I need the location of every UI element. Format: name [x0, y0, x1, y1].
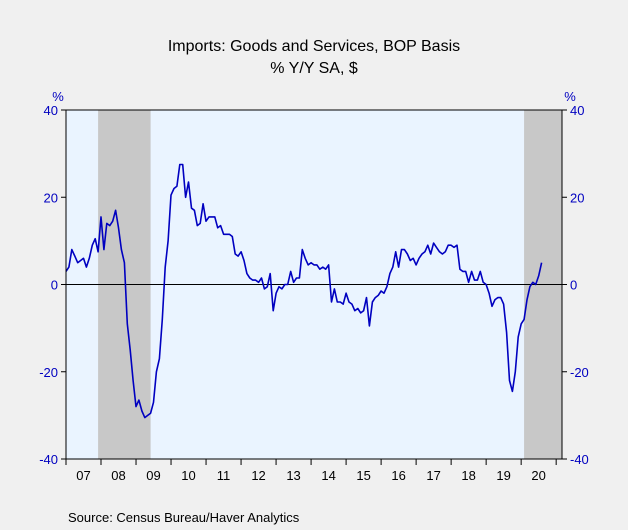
x-tick-label: 08	[111, 468, 125, 483]
y-unit-left: %	[52, 89, 64, 104]
y-unit-right: %	[564, 89, 576, 104]
x-tick-label: 11	[217, 468, 231, 483]
y-tick-label-right: 20	[570, 190, 584, 205]
x-tick-label: 12	[251, 468, 265, 483]
x-tick-label: 18	[461, 468, 475, 483]
y-tick-label-right: 40	[570, 103, 584, 118]
x-tick-label: 16	[391, 468, 405, 483]
x-tick-label: 13	[286, 468, 300, 483]
x-tick-label: 19	[496, 468, 510, 483]
y-tick-label-left: -40	[39, 452, 58, 467]
y-tick-label-left: -20	[39, 365, 58, 380]
x-tick-label: 09	[146, 468, 160, 483]
chart-title: Imports: Goods and Services, BOP Basis	[168, 38, 460, 55]
y-tick-label-left: 40	[44, 103, 58, 118]
y-tick-label-right: 0	[570, 278, 577, 293]
chart-subtitle: % Y/Y SA, $	[270, 60, 358, 77]
x-tick-label: 07	[76, 468, 90, 483]
y-tick-label-right: -40	[570, 452, 589, 467]
x-tick-label: 14	[321, 468, 335, 483]
y-tick-label-left: 20	[44, 190, 58, 205]
y-tick-label-right: -20	[570, 365, 589, 380]
series-line	[65, 163, 543, 419]
x-tick-label: 20	[531, 468, 545, 483]
x-tick-label: 10	[181, 468, 195, 483]
source-note: Source: Census Bureau/Haver Analytics	[68, 510, 300, 525]
x-tick-label: 15	[356, 468, 370, 483]
x-tick-label: 17	[426, 468, 440, 483]
y-tick-label-left: 0	[51, 278, 58, 293]
